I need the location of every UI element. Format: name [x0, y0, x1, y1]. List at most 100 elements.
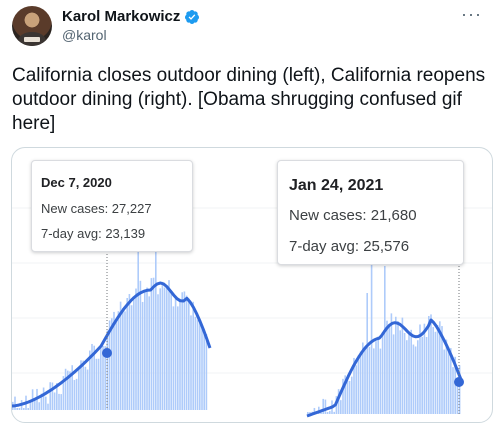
right-bar — [390, 313, 393, 414]
right-bar — [377, 336, 379, 414]
right-bar — [454, 356, 456, 414]
left-bar — [201, 325, 203, 410]
left-bar — [163, 287, 166, 410]
right-bar — [366, 293, 368, 414]
right-bar — [425, 337, 428, 414]
left-bar — [42, 387, 45, 410]
right-bar — [412, 344, 415, 414]
left-bar — [38, 402, 40, 410]
right-bar — [414, 346, 417, 414]
right-bar — [320, 412, 322, 414]
right-bar — [307, 412, 309, 414]
right-bar — [432, 327, 434, 414]
left-cursor-dot — [102, 348, 112, 358]
left-bar — [67, 370, 69, 410]
right-bar — [408, 334, 410, 414]
right-bar — [359, 351, 362, 414]
right-bar — [337, 389, 340, 414]
left-bar — [40, 393, 43, 410]
left-bar — [190, 315, 192, 410]
right-bar — [351, 376, 353, 414]
right-bar — [445, 339, 448, 414]
more-icon[interactable]: ··· — [461, 4, 482, 24]
right-bar — [344, 375, 346, 414]
right-bar — [458, 365, 461, 414]
left-bar — [95, 358, 98, 410]
left-bar — [157, 294, 159, 410]
left-bar — [128, 294, 131, 410]
left-bar — [183, 291, 186, 410]
left-bar — [119, 301, 122, 410]
right-bar — [348, 380, 351, 414]
left-bar — [84, 366, 87, 410]
right-bar — [406, 340, 408, 414]
left-bar — [130, 305, 133, 410]
right-bar — [403, 332, 406, 414]
left-bar — [75, 378, 78, 410]
right-bar — [395, 316, 397, 414]
left-bar — [181, 292, 183, 410]
right-bar — [368, 347, 371, 414]
author-handle[interactable]: @karol — [62, 27, 107, 43]
left-bar — [205, 333, 208, 410]
right-bar — [324, 399, 327, 414]
left-tooltip: Dec 7, 2020 New cases: 27,227 7-day avg:… — [31, 160, 193, 252]
left-bar — [152, 277, 155, 410]
right-bar — [410, 329, 412, 414]
left-avg-line — [12, 281, 212, 408]
left-bar — [47, 403, 49, 410]
right-bar — [386, 320, 388, 414]
left-bar — [29, 400, 32, 410]
right-bar — [333, 411, 335, 414]
left-bar — [97, 358, 100, 410]
right-bar — [392, 334, 395, 414]
right-bar — [381, 332, 384, 414]
right-bar — [373, 348, 375, 414]
left-bar — [56, 383, 58, 410]
left-bar — [133, 299, 135, 410]
left-bar — [203, 333, 205, 410]
right-bar — [353, 357, 355, 414]
left-bar — [73, 380, 76, 410]
left-bar — [62, 376, 65, 410]
left-bar — [196, 319, 199, 410]
right-bar — [364, 346, 366, 414]
tweet-media[interactable]: Dec 7, 2020 New cases: 27,227 7-day avg:… — [11, 147, 493, 423]
right-bar — [452, 367, 454, 414]
right-tooltip-new-cases: New cases: 21,680 — [289, 207, 417, 224]
avatar[interactable] — [12, 6, 52, 46]
left-bar — [45, 396, 47, 410]
right-bar — [399, 330, 401, 414]
right-bar — [441, 326, 443, 414]
right-bar — [362, 342, 364, 414]
right-bar — [428, 316, 430, 414]
left-bar — [106, 330, 109, 410]
right-bar — [388, 325, 390, 414]
right-bar — [309, 412, 311, 414]
right-bar — [401, 317, 404, 414]
right-bar — [421, 336, 423, 414]
left-bar — [100, 346, 102, 410]
right-bar — [417, 340, 419, 414]
left-bar — [78, 369, 80, 410]
right-tooltip-avg: 7-day avg: 25,576 — [289, 238, 410, 255]
left-bar — [86, 369, 89, 410]
author-name[interactable]: Karol Markowicz — [62, 8, 181, 25]
left-bar — [64, 368, 67, 410]
left-bar — [71, 365, 73, 410]
left-bar — [139, 280, 142, 410]
left-bar — [104, 346, 106, 410]
right-bar — [450, 348, 452, 414]
right-bar — [313, 407, 316, 414]
right-bar — [355, 365, 357, 414]
left-bar — [51, 382, 54, 410]
right-bar — [375, 341, 377, 414]
left-bar — [185, 295, 188, 410]
right-bar — [419, 324, 421, 414]
right-bar — [357, 355, 360, 414]
right-tooltip-date: Jan 24, 2021 — [289, 177, 384, 194]
left-bar — [126, 298, 128, 410]
left-tooltip-date: Dec 7, 2020 — [41, 175, 112, 190]
left-bar — [166, 287, 168, 410]
left-tooltip-new-cases: New cases: 27,227 — [41, 201, 152, 216]
